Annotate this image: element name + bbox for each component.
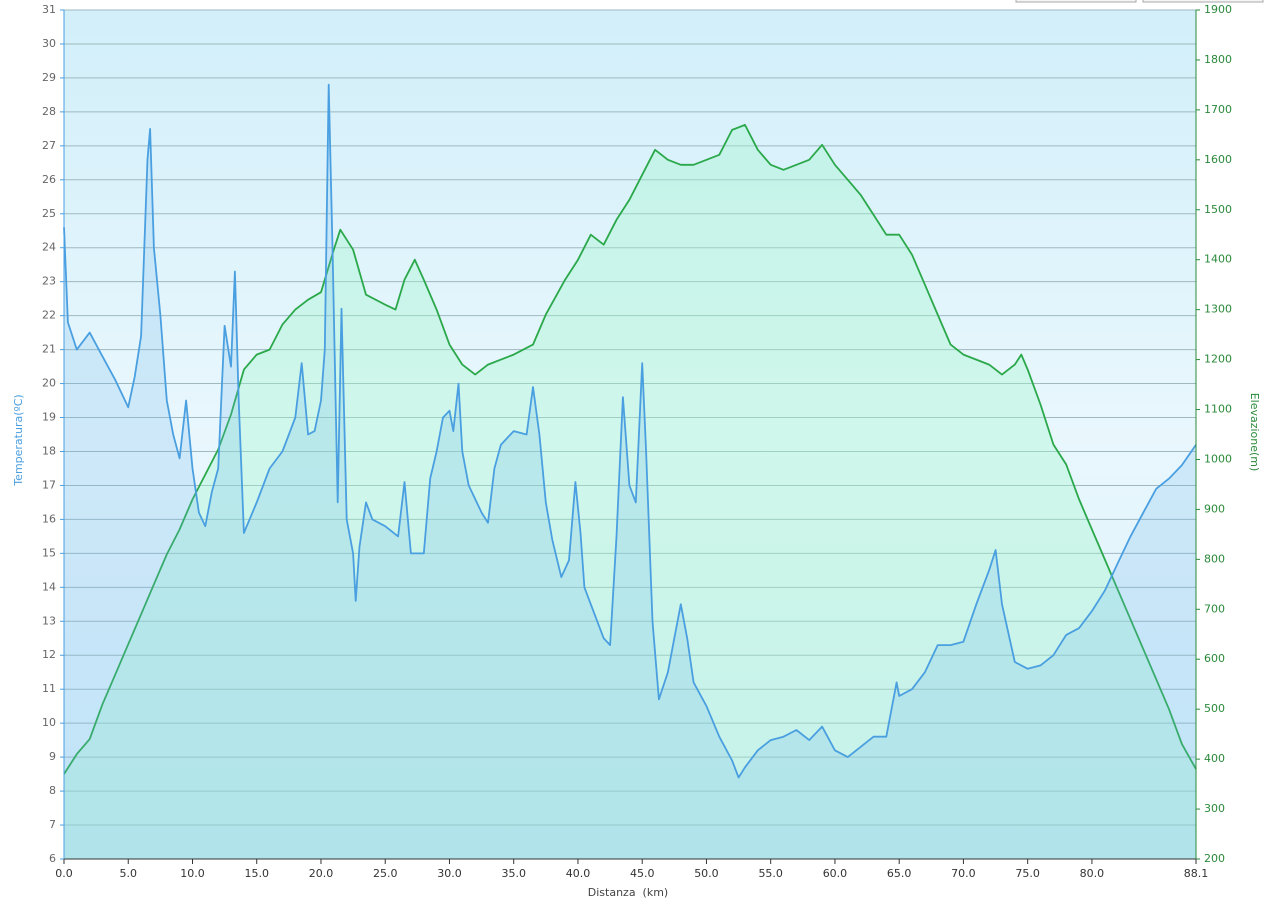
x-tick-label: 35.0 (501, 867, 526, 880)
plot-background (64, 10, 1196, 859)
y2-tick-label: 600 (1204, 652, 1225, 665)
y2-tick-label: 1000 (1204, 452, 1232, 465)
x-axis-title: Distanza (km) (588, 886, 668, 899)
y-tick-label: 19 (42, 411, 56, 424)
x-tick-label: 30.0 (437, 867, 462, 880)
button[interactable] (1142, 0, 1264, 3)
x-tick-label: 50.0 (694, 867, 719, 880)
y-axis-title: Temperatura(ºC) (12, 394, 25, 486)
y-tick-label: 9 (49, 750, 56, 763)
y-tick-label: 23 (42, 275, 56, 288)
x-tick-label: 70.0 (951, 867, 976, 880)
y2-tick-label: 200 (1204, 852, 1225, 865)
y-tick-label: 30 (42, 37, 56, 50)
y2-tick-label: 1200 (1204, 353, 1232, 366)
y-tick-label: 24 (42, 241, 56, 254)
x-tick-label: 0.0 (55, 867, 73, 880)
y-tick-label: 16 (42, 512, 56, 525)
y-tick-label: 21 (42, 343, 56, 356)
y2-tick-label: 1900 (1204, 3, 1232, 16)
x-tick-label: 25.0 (373, 867, 398, 880)
y2-tick-label: 700 (1204, 602, 1225, 615)
x-tick-label: 80.0 (1080, 867, 1105, 880)
x-tick-label: 15.0 (244, 867, 269, 880)
y-tick-label: 22 (42, 309, 56, 322)
y2-axis-title: Elevazione(m) (1248, 393, 1261, 472)
y-tick-label: 18 (42, 444, 56, 457)
x-tick-label: 45.0 (630, 867, 655, 880)
y-tick-label: 7 (49, 818, 56, 831)
y-tick-label: 17 (42, 478, 56, 491)
x-tick-label: 10.0 (180, 867, 205, 880)
y2-tick-label: 1800 (1204, 53, 1232, 66)
y-tick-label: 10 (42, 716, 56, 729)
plot: 6 7 8 9 10 11 12 13 14 15 16 17 18 19 20 21 22 23 24 25 26 27… (42, 3, 1232, 880)
x-tick-label: 55.0 (758, 867, 783, 880)
y-tick-label: 31 (42, 3, 56, 16)
y-tick-label: 15 (42, 546, 56, 559)
x-tick-label: 65.0 (887, 867, 912, 880)
y-tick-label: 26 (42, 173, 56, 186)
y2-tick-label: 1300 (1204, 303, 1232, 316)
area (64, 84, 1196, 859)
y2-tick-label: 500 (1204, 702, 1225, 715)
y-tick-label: 25 (42, 207, 56, 220)
y-tick-label: 8 (49, 784, 56, 797)
x-tick-label: 5.0 (119, 867, 137, 880)
y-tick-label: 28 (42, 105, 56, 118)
line (63, 83, 1197, 779)
y-tick-label: 20 (42, 377, 56, 390)
y2-tick-label: 1600 (1204, 153, 1232, 166)
y2-tick-label: 1500 (1204, 203, 1232, 216)
y-tick-label: 12 (42, 648, 56, 661)
y2-tick-label: 1100 (1204, 403, 1232, 416)
y2-tick-label: 1700 (1204, 103, 1232, 116)
y-tick-label: 6 (49, 852, 56, 865)
y-tick-label: 11 (42, 682, 56, 695)
line (63, 124, 1197, 775)
y2-tick-label: 800 (1204, 552, 1225, 565)
y-tick-label: 29 (42, 71, 56, 84)
y2-tick-label: 900 (1204, 502, 1225, 515)
x-tick-label: 60.0 (823, 867, 848, 880)
y2-tick-label: 400 (1204, 752, 1225, 765)
y-tick-label: 13 (42, 614, 56, 627)
area (64, 124, 1196, 859)
button[interactable] (1015, 0, 1137, 3)
y-tick-label: 27 (42, 139, 56, 152)
y-tick-label: 14 (42, 580, 56, 593)
x-tick-label: 88.1 (1184, 867, 1209, 880)
x-tick-label: 20.0 (309, 867, 334, 880)
y2-tick-label: 300 (1204, 802, 1225, 815)
y2-tick-label: 1400 (1204, 253, 1232, 266)
x-tick-label: 40.0 (566, 867, 591, 880)
x-tick-label: 75.0 (1015, 867, 1040, 880)
